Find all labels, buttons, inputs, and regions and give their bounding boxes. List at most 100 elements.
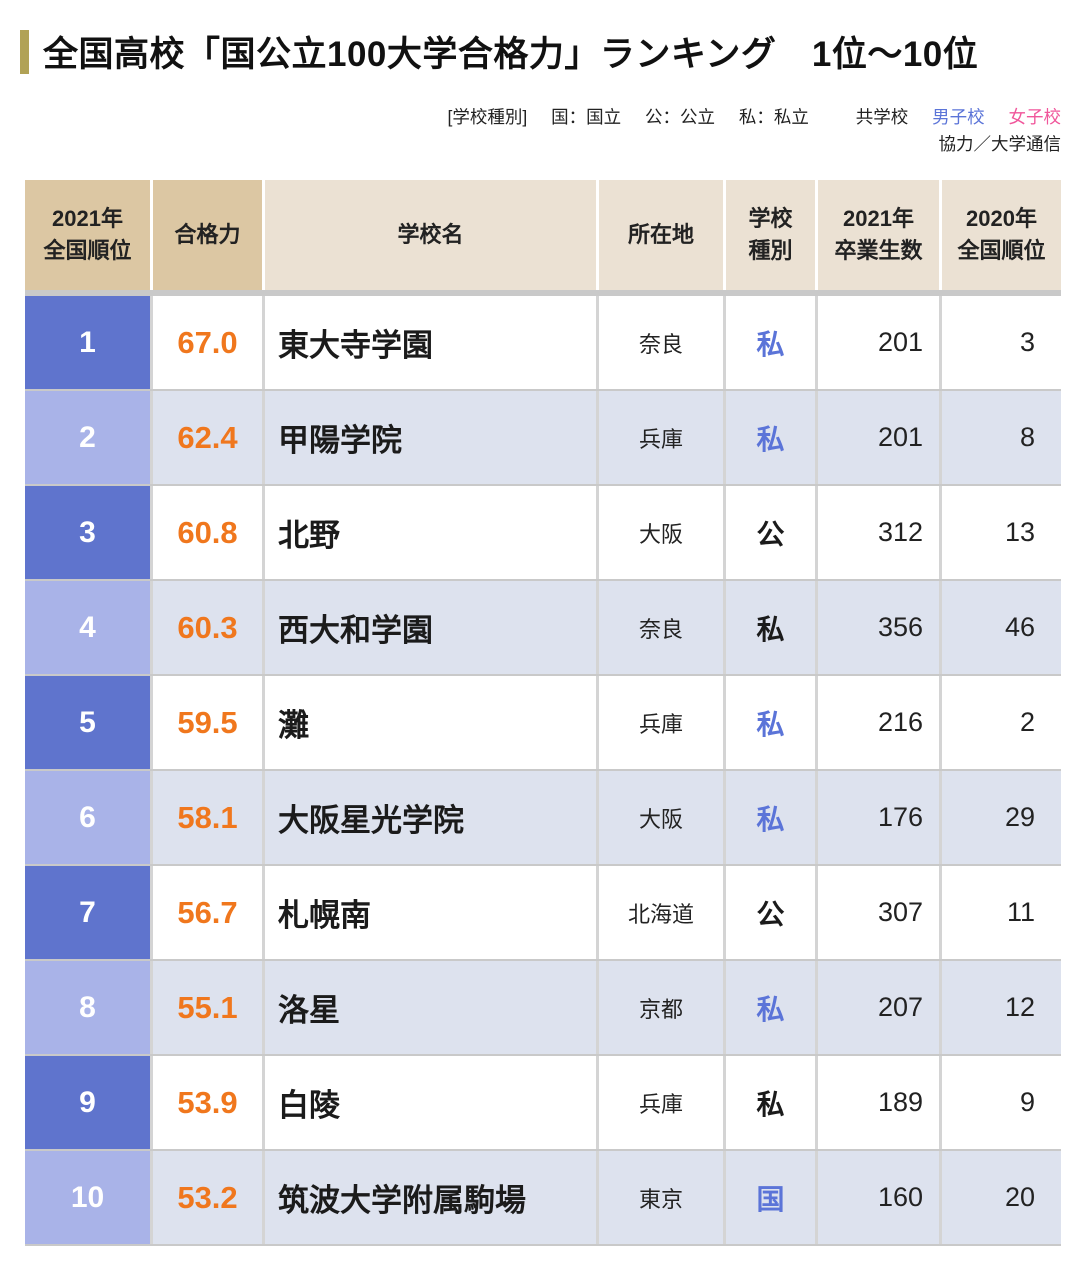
page-title: 全国高校「国公立100大学合格力」ランキング 1位〜10位 <box>43 35 979 74</box>
power-score-cell: 55.1 <box>153 961 262 1054</box>
school-type-cell: 私 <box>726 296 815 389</box>
location-cell: 奈良 <box>599 296 723 389</box>
school-name-cell: 灘 <box>265 676 596 769</box>
power-score-cell: 59.5 <box>153 676 262 769</box>
rank-cell: 10 <box>25 1151 150 1244</box>
school-type-legend: [学校種別] 国：国立 公：公立 私：私立 共学校 男子校 女子校 <box>448 104 1061 129</box>
prev-rank-cell: 46 <box>942 581 1061 674</box>
school-type-cell: 私 <box>726 961 815 1054</box>
location-cell: 北海道 <box>599 866 723 959</box>
power-score-cell: 58.1 <box>153 771 262 864</box>
rank-cell: 1 <box>25 296 150 389</box>
location-cell: 大阪 <box>599 486 723 579</box>
school-name-cell: 筑波大学附属駒場 <box>265 1151 596 1244</box>
legend-item-public: 公：公立 <box>645 107 715 127</box>
school-type-cell: 私 <box>726 391 815 484</box>
header-graduates-2021: 2021年 卒業生数 <box>818 180 939 290</box>
rank-cell: 4 <box>25 581 150 674</box>
rank-cell: 3 <box>25 486 150 579</box>
prev-rank-cell: 9 <box>942 1056 1061 1149</box>
power-score-cell: 60.8 <box>153 486 262 579</box>
graduates-cell: 160 <box>818 1151 939 1244</box>
graduates-cell: 216 <box>818 676 939 769</box>
table-row: 1 67.0 東大寺学園 奈良 私 201 3 <box>25 296 1061 389</box>
school-type-cell: 国 <box>726 1151 815 1244</box>
table-row: 2 62.4 甲陽学院 兵庫 私 201 8 <box>25 391 1061 484</box>
prev-rank-cell: 20 <box>942 1151 1061 1244</box>
power-score-cell: 67.0 <box>153 296 262 389</box>
school-type-cell: 公 <box>726 866 815 959</box>
legend-item-national: 国：国立 <box>551 107 622 127</box>
header-school-name: 学校名 <box>265 180 596 290</box>
school-name-cell: 西大和学園 <box>265 581 596 674</box>
ranking-table: 2021年 全国順位 合格力 学校名 所在地 学校 種別 2021年 卒業生数 … <box>25 180 1061 1246</box>
graduates-cell: 201 <box>818 391 939 484</box>
rank-cell: 8 <box>25 961 150 1054</box>
location-cell: 兵庫 <box>599 1056 723 1149</box>
rank-cell: 7 <box>25 866 150 959</box>
graduates-cell: 356 <box>818 581 939 674</box>
header-rank-2021: 2021年 全国順位 <box>25 180 150 290</box>
school-name-cell: 札幌南 <box>265 866 596 959</box>
prev-rank-cell: 11 <box>942 866 1061 959</box>
header-power: 合格力 <box>153 180 262 290</box>
graduates-cell: 201 <box>818 296 939 389</box>
location-cell: 東京 <box>599 1151 723 1244</box>
rank-cell: 9 <box>25 1056 150 1149</box>
graduates-cell: 176 <box>818 771 939 864</box>
school-name-cell: 白陵 <box>265 1056 596 1149</box>
rank-cell: 2 <box>25 391 150 484</box>
prev-rank-cell: 29 <box>942 771 1061 864</box>
school-name-cell: 北野 <box>265 486 596 579</box>
school-name-cell: 甲陽学院 <box>265 391 596 484</box>
power-score-cell: 56.7 <box>153 866 262 959</box>
location-cell: 奈良 <box>599 581 723 674</box>
power-score-cell: 62.4 <box>153 391 262 484</box>
header-rank-2020: 2020年 全国順位 <box>942 180 1061 290</box>
prev-rank-cell: 8 <box>942 391 1061 484</box>
location-cell: 兵庫 <box>599 391 723 484</box>
rank-cell: 6 <box>25 771 150 864</box>
graduates-cell: 307 <box>818 866 939 959</box>
prev-rank-cell: 2 <box>942 676 1061 769</box>
prev-rank-cell: 13 <box>942 486 1061 579</box>
location-cell: 京都 <box>599 961 723 1054</box>
table-row: 3 60.8 北野 大阪 公 312 13 <box>25 486 1061 579</box>
school-type-cell: 私 <box>726 581 815 674</box>
table-header-row: 2021年 全国順位 合格力 学校名 所在地 学校 種別 2021年 卒業生数 … <box>25 180 1061 290</box>
table-row: 8 55.1 洛星 京都 私 207 12 <box>25 961 1061 1054</box>
legend-item-coed: 共学校 <box>855 107 909 127</box>
graduates-cell: 207 <box>818 961 939 1054</box>
page-header: 全国高校「国公立100大学合格力」ランキング 1位〜10位 <box>20 26 978 77</box>
location-cell: 大阪 <box>599 771 723 864</box>
power-score-cell: 53.9 <box>153 1056 262 1149</box>
school-name-cell: 大阪星光学院 <box>265 771 596 864</box>
rank-cell: 5 <box>25 676 150 769</box>
school-name-cell: 東大寺学園 <box>265 296 596 389</box>
header-location: 所在地 <box>599 180 723 290</box>
title-accent-bar <box>20 29 29 74</box>
school-name-cell: 洛星 <box>265 961 596 1054</box>
table-row: 4 60.3 西大和学園 奈良 私 356 46 <box>25 581 1061 674</box>
table-row: 5 59.5 灘 兵庫 私 216 2 <box>25 676 1061 769</box>
header-school-type: 学校 種別 <box>726 180 815 290</box>
legend-item-private: 私：私立 <box>738 107 809 127</box>
graduates-cell: 189 <box>818 1056 939 1149</box>
credit-note: 協力／大学通信 <box>938 134 1062 154</box>
legend-label-school-type: [学校種別] <box>447 107 528 127</box>
power-score-cell: 53.2 <box>153 1151 262 1244</box>
table-row: 7 56.7 札幌南 北海道 公 307 11 <box>25 866 1061 959</box>
table-row: 9 53.9 白陵 兵庫 私 189 9 <box>25 1056 1061 1149</box>
school-type-cell: 私 <box>726 1056 815 1149</box>
prev-rank-cell: 12 <box>942 961 1061 1054</box>
table-row: 6 58.1 大阪星光学院 大阪 私 176 29 <box>25 771 1061 864</box>
location-cell: 兵庫 <box>599 676 723 769</box>
power-score-cell: 60.3 <box>153 581 262 674</box>
school-type-cell: 私 <box>726 676 815 769</box>
legend-item-girls: 女子校 <box>1008 107 1062 127</box>
prev-rank-cell: 3 <box>942 296 1061 389</box>
school-type-cell: 私 <box>726 771 815 864</box>
school-type-cell: 公 <box>726 486 815 579</box>
table-row: 10 53.2 筑波大学附属駒場 東京 国 160 20 <box>25 1151 1061 1244</box>
